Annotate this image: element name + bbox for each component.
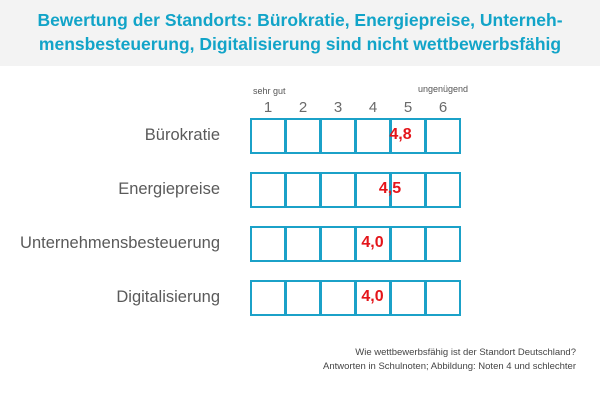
value-marker: 4,0 bbox=[361, 234, 384, 251]
value-marker: 4,8 bbox=[389, 126, 412, 143]
score-box bbox=[250, 172, 286, 208]
score-box bbox=[250, 226, 286, 262]
score-box bbox=[285, 226, 321, 262]
score-box bbox=[320, 226, 356, 262]
score-box bbox=[320, 280, 356, 316]
score-box bbox=[285, 280, 321, 316]
title-line-2: mensbesteuerung, Digitalisierung sind ni… bbox=[38, 34, 562, 54]
score-box bbox=[250, 280, 286, 316]
row-label: Unternehmensbesteuerung bbox=[20, 234, 220, 252]
score-box bbox=[425, 118, 461, 154]
score-box bbox=[320, 118, 356, 154]
score-box bbox=[390, 226, 426, 262]
x-tick-label: 5 bbox=[403, 99, 413, 116]
score-box bbox=[390, 172, 426, 208]
score-box bbox=[390, 280, 426, 316]
score-box bbox=[390, 118, 426, 154]
value-marker: 4,0 bbox=[361, 288, 384, 305]
score-box bbox=[425, 226, 461, 262]
row-label: Energiepreise bbox=[118, 180, 220, 198]
x-tick-label: 6 bbox=[438, 99, 448, 116]
scale-high-label: ungenügend bbox=[418, 84, 469, 94]
footnote-line-1: Wie wettbewerbsfähig ist der Standort De… bbox=[355, 347, 576, 358]
value-marker: 4,5 bbox=[378, 180, 402, 197]
row-label: Bürokratie bbox=[144, 126, 220, 144]
score-box bbox=[285, 172, 321, 208]
footnote-line-2: Antworten in Schulnoten; Abbildung: Note… bbox=[323, 361, 576, 372]
title-line-1: Bewertung der Standorts: Bürokratie, Ene… bbox=[37, 10, 563, 30]
x-tick-label: 1 bbox=[263, 99, 273, 116]
row-label: Digitalisierung bbox=[116, 288, 220, 306]
x-tick-label: 2 bbox=[298, 99, 308, 116]
x-tick-label: 4 bbox=[368, 99, 378, 116]
x-tick-label: 3 bbox=[333, 99, 343, 116]
header-band bbox=[0, 0, 600, 66]
page-title: Bewertung der Standorts: Bürokratie, Ene… bbox=[0, 8, 600, 56]
scale-low-label: sehr gut bbox=[253, 86, 286, 96]
score-box bbox=[425, 280, 461, 316]
score-box bbox=[250, 118, 286, 154]
score-box bbox=[425, 172, 461, 208]
score-box bbox=[355, 280, 391, 316]
score-box bbox=[285, 118, 321, 154]
score-box bbox=[320, 172, 356, 208]
